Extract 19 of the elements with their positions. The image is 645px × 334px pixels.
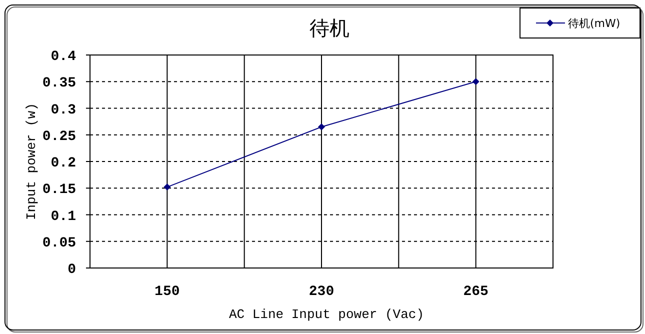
- chart-title: 待机: [310, 16, 350, 40]
- y-tick-label: 0.2: [50, 156, 76, 172]
- y-tick-label: 0: [68, 262, 76, 278]
- x-axis-title: AC Line Input power (Vac): [228, 307, 424, 322]
- y-tick-label: 0.4: [50, 49, 76, 65]
- x-tick-label: 150: [154, 284, 180, 300]
- x-tick-label: 265: [463, 284, 488, 300]
- y-tick-label: 0.05: [42, 235, 76, 252]
- point: [164, 184, 171, 191]
- y-tick-label: 0.35: [42, 76, 76, 92]
- y-tick-label: 0.15: [42, 182, 76, 198]
- point: [472, 78, 480, 86]
- point: [318, 123, 325, 130]
- y-axis-title: Input power (w): [24, 102, 39, 220]
- y-tick-label: 0.25: [42, 128, 76, 145]
- y-tick-label: 0.3: [50, 102, 76, 118]
- legend-label: 待机(mW): [568, 17, 620, 30]
- x-tick-label: 230: [308, 284, 334, 300]
- y-tick-label: 0.1: [50, 208, 76, 225]
